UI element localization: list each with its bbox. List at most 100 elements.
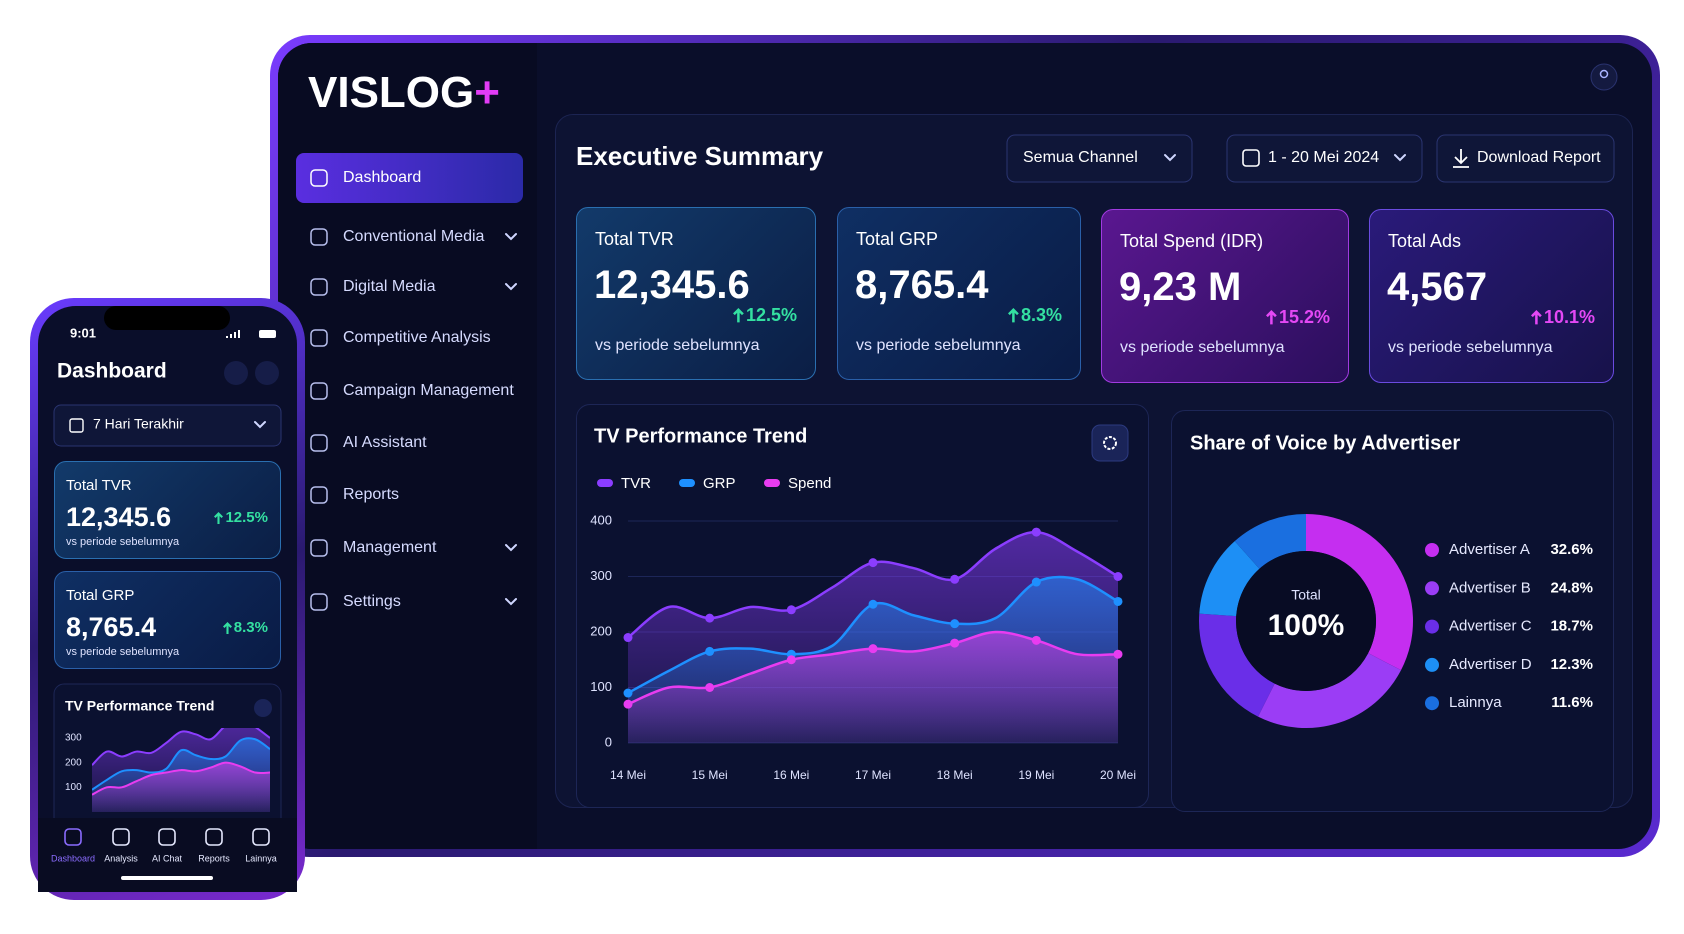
chevron <box>1164 154 1176 162</box>
change-value: 8.3% <box>1020 305 1062 325</box>
legend-label: TVR <box>621 475 651 492</box>
series-point <box>623 699 633 709</box>
legend-value: 18.7% <box>1550 618 1593 635</box>
nav-label: Conventional Media <box>343 228 485 245</box>
x-tick-label: 16 Mei <box>773 768 809 782</box>
x-tick-label: 14 Mei <box>610 768 646 782</box>
y-tick-label: 400 <box>590 512 612 527</box>
phone-notch <box>104 306 230 330</box>
kpi-note: vs periode sebelumnya <box>1388 339 1553 356</box>
nav-icon <box>310 593 328 611</box>
legend-swatch <box>679 479 695 487</box>
series-point <box>623 688 633 698</box>
nav-active-bg <box>296 153 523 203</box>
page-title: Executive Summary <box>576 141 824 171</box>
up-arrow <box>1531 310 1542 325</box>
x-tick-label: 19 Mei <box>1018 768 1054 782</box>
series-point <box>1113 572 1123 581</box>
legend-swatch <box>764 479 780 487</box>
phone-nav-label: AI Chat <box>152 853 183 863</box>
series-point <box>1113 596 1123 606</box>
legend-label: Advertiser D <box>1449 656 1532 673</box>
series-area <box>628 631 1118 743</box>
phone-kpi-change: 8.3% <box>222 619 268 636</box>
nav-icon <box>310 228 328 246</box>
phone-nav-icon <box>158 828 176 846</box>
legend-dot <box>1425 696 1439 711</box>
change-value: 8.3% <box>233 619 268 636</box>
calendar-icon <box>69 418 84 433</box>
chevron <box>505 544 517 552</box>
phone-kpi-value: 8,765.4 <box>66 612 157 642</box>
x-tick-label: 18 Mei <box>937 768 973 782</box>
signal-icon <box>226 330 240 338</box>
nav-label: AI Assistant <box>343 434 427 451</box>
kpi-label: Total TVR <box>595 229 674 249</box>
gear-icon <box>254 699 272 717</box>
phone-y-tick-label: 200 <box>65 757 82 768</box>
donut-hole <box>1236 551 1376 691</box>
chevron <box>505 233 517 241</box>
up-arrow <box>733 308 744 323</box>
kpi-value: 9,23 M <box>1119 265 1242 309</box>
phone-nav-icon <box>252 828 270 846</box>
legend-swatch <box>597 479 613 487</box>
download-button-label: Download Report <box>1477 149 1601 166</box>
nav-icon <box>310 486 328 504</box>
series-point <box>1031 577 1041 587</box>
donut-center-value: 100% <box>1268 609 1345 642</box>
chevron <box>254 421 266 429</box>
phone-kpi-value: 12,345.6 <box>66 502 172 532</box>
legend-dot <box>1425 581 1439 596</box>
series-point <box>1031 527 1041 537</box>
legend-label: Advertiser C <box>1449 618 1532 635</box>
bell-button <box>224 361 248 385</box>
legend-dot <box>1425 657 1439 672</box>
x-tick-label: 20 Mei <box>1100 768 1136 782</box>
nav-label: Management <box>343 539 437 556</box>
calendar-icon <box>1242 149 1260 167</box>
phone-kpi-card <box>54 571 281 669</box>
chart-title: TV Performance Trend <box>594 425 807 447</box>
legend-value: 12.3% <box>1550 656 1593 673</box>
legend-value: 32.6% <box>1550 541 1593 558</box>
kpi-label: Total Spend (IDR) <box>1120 231 1264 251</box>
nav-icon <box>310 434 328 452</box>
phone-title: Dashboard <box>57 360 167 383</box>
legend-dot <box>1425 619 1439 634</box>
donut-segment <box>1199 541 1260 617</box>
brand-plus: + <box>474 68 500 117</box>
download-button <box>1436 134 1615 183</box>
chevron <box>505 598 517 606</box>
up-arrow <box>1008 308 1019 323</box>
kpi-card <box>1369 209 1614 383</box>
nav-icon <box>310 382 328 400</box>
phone-kpi-note: vs periode sebelumnya <box>66 536 180 548</box>
y-tick-label: 200 <box>590 623 612 638</box>
date-filter-label: 1 - 20 Mei 2024 <box>1268 149 1379 166</box>
y-tick-label: 0 <box>605 734 612 749</box>
kpi-change: 10.1% <box>1531 307 1595 328</box>
kpi-note: vs periode sebelumnya <box>1120 339 1285 356</box>
phone-nav-label: Analysis <box>104 853 138 863</box>
kpi-card <box>1101 209 1349 383</box>
up-arrow <box>214 511 224 524</box>
legend-dot <box>1425 543 1439 557</box>
legend-label: Lainnya <box>1449 694 1502 711</box>
series-line <box>92 737 270 791</box>
change-value: 12.5% <box>745 305 797 325</box>
series-point <box>1113 649 1123 659</box>
series-line <box>92 761 270 796</box>
nav-icon <box>310 329 328 347</box>
status-time: 9:01 <box>70 325 96 340</box>
phone-filter-label: 7 Hari Terakhir <box>93 416 184 432</box>
channel-filter-label: Semua Channel <box>1023 149 1138 166</box>
nav-label: Dashboard <box>343 169 421 186</box>
user-icon <box>1599 69 1609 79</box>
change-value: 10.1% <box>1543 307 1595 327</box>
nav-label: Digital Media <box>343 278 436 295</box>
phone-kpi-label: Total TVR <box>66 477 132 494</box>
series-point <box>705 613 715 623</box>
